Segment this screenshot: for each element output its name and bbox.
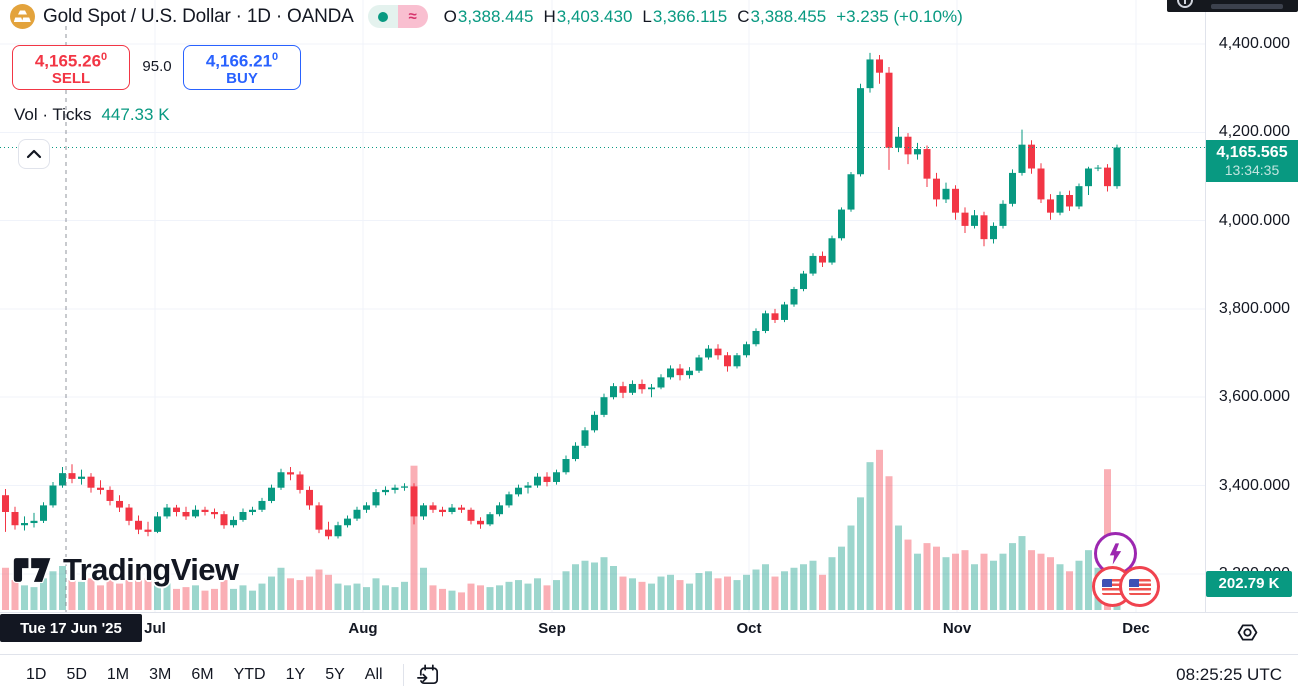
current-price-value: 4,165.565 <box>1216 143 1288 161</box>
tradingview-logo-icon <box>12 556 52 584</box>
overlay-lines <box>0 26 1205 612</box>
price-scale-alert-tag[interactable] <box>1167 0 1298 12</box>
range-1y[interactable]: 1Y <box>285 666 306 683</box>
buy-price-sup: 0 <box>272 50 279 63</box>
time-axis-label: Sep <box>538 620 566 637</box>
volume-axis-tag: 202.79 K <box>1206 571 1292 597</box>
market-open-dot <box>367 5 398 28</box>
tradingview-watermark: TradingView <box>12 552 239 588</box>
range-ytd[interactable]: YTD <box>233 666 266 683</box>
crosshair-date-tooltip: Tue 17 Jun '25 <box>0 614 142 642</box>
symbol-title[interactable]: Gold Spot / U.S. Dollar · 1D · OANDA <box>43 5 354 27</box>
high-label: H <box>543 6 556 26</box>
high-value: 3,403.430 <box>556 6 633 26</box>
collapse-legend-button[interactable] <box>18 139 50 169</box>
time-axis-label: Oct <box>736 620 762 637</box>
range-1m[interactable]: 1M <box>106 666 130 683</box>
ohlc-readout: O 3,388.445 H 3,403.430 L 3,366.115 C 3,388.… <box>444 7 963 27</box>
sell-price: 4,165.26 <box>34 51 102 71</box>
us-flag-icon <box>1101 578 1124 595</box>
us-flag-icon <box>1128 578 1151 595</box>
timezone-clock[interactable]: 08:25:25 UTC <box>1176 665 1282 684</box>
buy-price: 4,166.21 <box>205 51 273 71</box>
scale-settings-hexagon-icon <box>1237 623 1257 641</box>
close-value: 3,388.455 <box>750 6 827 26</box>
buy-label: BUY <box>226 70 258 88</box>
spread-value: 95.0 <box>142 58 172 75</box>
range-5d[interactable]: 5D <box>66 666 87 683</box>
clipped-price-text <box>1211 4 1283 9</box>
current-price-tag: 4,165.565 13:34:35 <box>1206 139 1298 182</box>
price-axis-label: 3,400.000 <box>1218 476 1290 494</box>
watermark-text: TradingView <box>63 552 239 587</box>
volume-legend-label: Vol · Ticks <box>14 105 92 124</box>
alert-plus-icon <box>1177 0 1193 8</box>
open-label: O <box>443 6 457 26</box>
range-6m[interactable]: 6M <box>191 666 214 683</box>
range-3m[interactable]: 3M <box>149 666 172 683</box>
time-axis-label: Nov <box>942 620 972 637</box>
candle-series <box>2 52 1121 540</box>
open-value: 3,388.445 <box>457 6 534 26</box>
bar-countdown: 13:34:35 <box>1224 161 1280 178</box>
time-axis[interactable]: Tue 17 Jun '25 Jul Aug Sep Oct Nov Dec <box>0 612 1298 654</box>
grid-lines <box>0 0 1205 612</box>
low-value: 3,366.115 <box>652 6 728 26</box>
price-axis[interactable]: 3,200.0003,400.0003,600.0003,800.0004,00… <box>1205 0 1298 612</box>
chevron-up-icon <box>26 149 42 159</box>
volume-series <box>2 449 1121 610</box>
toolbar-divider <box>402 664 404 686</box>
gold-bars-icon <box>10 4 35 29</box>
approx-price-icon: ≈ <box>397 5 428 28</box>
time-axis-label: Jul <box>144 620 166 637</box>
bottom-toolbar: 1D 5D 1M 3M 6M YTD 1Y 5Y All 08:25:25 UT… <box>0 654 1298 695</box>
buy-button[interactable]: 4,166.210 BUY <box>183 45 301 90</box>
time-axis-label: Aug <box>348 620 378 637</box>
change-value: +3.235 (+0.10%) <box>836 6 963 26</box>
candlestick-chart <box>0 0 1205 612</box>
time-axis-label: Dec <box>1122 620 1150 637</box>
chart-canvas[interactable] <box>0 0 1205 612</box>
sell-price-sup: 0 <box>101 50 108 63</box>
sell-label: SELL <box>51 70 91 88</box>
price-axis-label: 4,400.000 <box>1218 35 1290 52</box>
range-1d[interactable]: 1D <box>26 666 47 683</box>
range-all[interactable]: All <box>364 666 383 683</box>
close-label: C <box>737 6 750 26</box>
us-event-marker[interactable] <box>1119 566 1160 607</box>
go-to-date-button[interactable] <box>414 661 444 689</box>
price-axis-label: 3,600.000 <box>1218 388 1290 406</box>
price-axis-label: 4,200.000 <box>1218 123 1290 141</box>
low-label: L <box>642 6 652 26</box>
symbol-legend: Gold Spot / U.S. Dollar · 1D · OANDA ≈ O… <box>10 4 963 29</box>
market-status-badge[interactable]: ≈ <box>367 5 428 28</box>
price-axis-label: 4,000.000 <box>1218 211 1290 229</box>
go-to-date-calendar-icon <box>417 664 439 684</box>
lightning-icon <box>1109 542 1122 565</box>
price-axis-label: 3,800.000 <box>1218 299 1290 317</box>
volume-legend-value: 447.33 K <box>101 105 170 124</box>
scale-settings-button[interactable] <box>1233 618 1261 646</box>
range-5y[interactable]: 5Y <box>325 666 345 683</box>
volume-legend[interactable]: Vol · Ticks 447.33 K <box>14 105 170 125</box>
sell-button[interactable]: 4,165.260 SELL <box>12 45 130 90</box>
